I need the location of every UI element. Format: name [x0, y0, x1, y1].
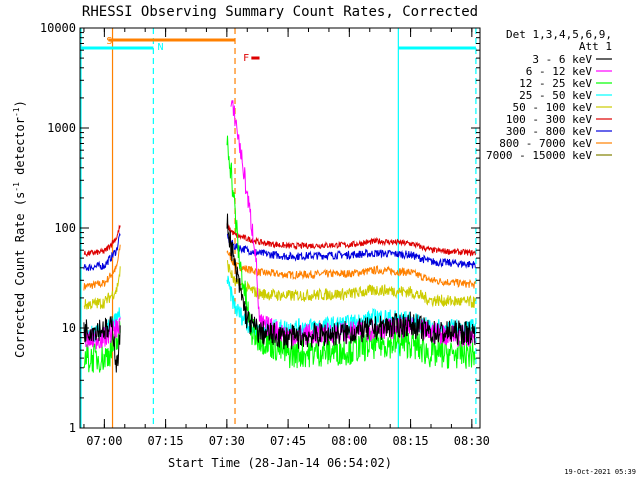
legend-entry-label: 12 - 25 keV: [519, 77, 592, 90]
x-tick-label: 07:45: [270, 434, 306, 448]
flag-label-s: S: [106, 36, 112, 47]
y-tick-label: 1: [69, 421, 76, 435]
svg-text:Corrected Count Rate (s-1 dete: Corrected Count Rate (s-1 detector-1): [12, 100, 27, 358]
y-tick-label: 1000: [47, 121, 76, 135]
series-layer: [83, 100, 476, 373]
x-tick-label: 08:30: [454, 434, 490, 448]
series-line: [83, 223, 476, 258]
series-line: [83, 213, 476, 373]
series-line: [83, 232, 476, 272]
legend-title: Att 1: [579, 40, 612, 53]
x-axis-label: Start Time (28-Jan-14 06:54:02): [168, 456, 392, 470]
legend-entry-label: 50 - 100 keV: [513, 101, 593, 114]
y-tick-label: 100: [54, 221, 76, 235]
y-tick-label: 10000: [40, 21, 76, 35]
series-line: [83, 100, 476, 350]
legend-entry-label: 100 - 300 keV: [506, 113, 592, 126]
y-axis-label: Corrected Count Rate (s-1 detector-1): [12, 100, 27, 358]
plot-frame: [79, 27, 481, 429]
x-tick-label: 07:30: [209, 434, 245, 448]
legend-entry-label: 7000 - 15000 keV: [486, 149, 592, 162]
legend-title: Det 1,3,4,5,6,9,: [506, 28, 612, 41]
legend-entry-label: 6 - 12 keV: [526, 65, 593, 78]
legend-entry-label: 3 - 6 keV: [532, 53, 592, 66]
x-tick-label: 07:15: [148, 434, 184, 448]
series-line: [83, 244, 476, 291]
timestamp: 19-Oct-2021 05:39: [564, 468, 636, 476]
y-tick-label: 10: [62, 321, 76, 335]
legend-entry-label: 300 - 800 keV: [506, 125, 592, 138]
flag-label-f: F: [243, 53, 249, 64]
legend-entry-label: 800 - 7000 keV: [499, 137, 592, 150]
axes: 07:00 07:15 07:30 07:45 08:00 08:15 08:30 1 10 10…: [40, 21, 490, 448]
flag-label-n: N: [157, 42, 163, 53]
x-tick-label: 08:15: [393, 434, 429, 448]
plot-area: S N F: [79, 28, 477, 428]
chart-title: RHESSI Observing Summary Count Rates, Co…: [82, 4, 478, 20]
x-tick-label: 07:00: [86, 434, 122, 448]
x-tick-label: 08:00: [331, 434, 367, 448]
legend-entry-label: 25 - 50 keV: [519, 89, 592, 102]
series-line: [83, 260, 476, 310]
